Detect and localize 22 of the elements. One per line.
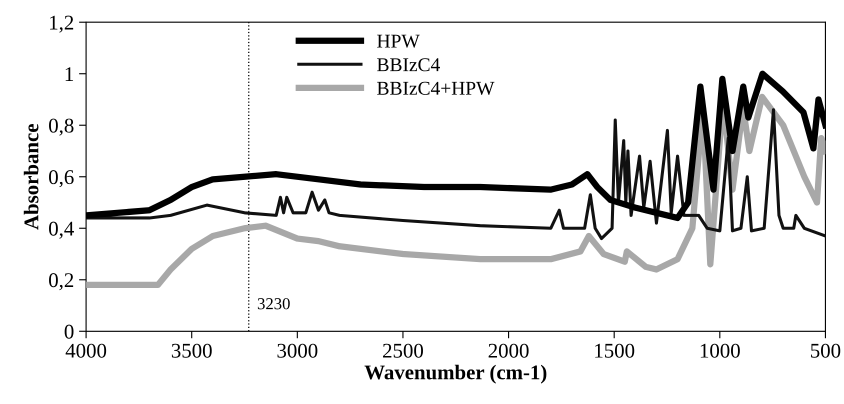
y-tick-label: 0,2 (49, 273, 74, 290)
legend-label: HPW (377, 34, 420, 48)
line-series (86, 108, 826, 240)
legend-label: BBIzC4 (377, 58, 440, 72)
y-axis-title: Absorbance (24, 124, 38, 230)
x-tick-label: 2500 (383, 344, 423, 358)
y-tick-label: 0,8 (49, 118, 74, 136)
y-tick-label: 0,4 (49, 222, 74, 239)
y-tick-label: 1 (66, 67, 74, 81)
x-tick-label: 1000 (700, 344, 740, 358)
x-tick-label: 500 (811, 344, 840, 358)
x-tick-label: 3000 (277, 344, 318, 358)
x-tick-label: 1500 (595, 344, 634, 358)
y-tick-label: 0 (64, 324, 74, 339)
x-tick-label: 2000 (488, 344, 529, 358)
x-axis-title: Wavenumber (cm-1) (364, 364, 546, 384)
y-tick-label: 1,2 (50, 16, 74, 33)
y-tick-label: 0,6 (49, 170, 74, 188)
x-tick-label: 3500 (172, 344, 212, 358)
x-tick-label: 4000 (66, 344, 106, 358)
legend-label: BBIzC4+HPW (377, 82, 494, 95)
ref-line-label: 3230 (258, 298, 290, 310)
